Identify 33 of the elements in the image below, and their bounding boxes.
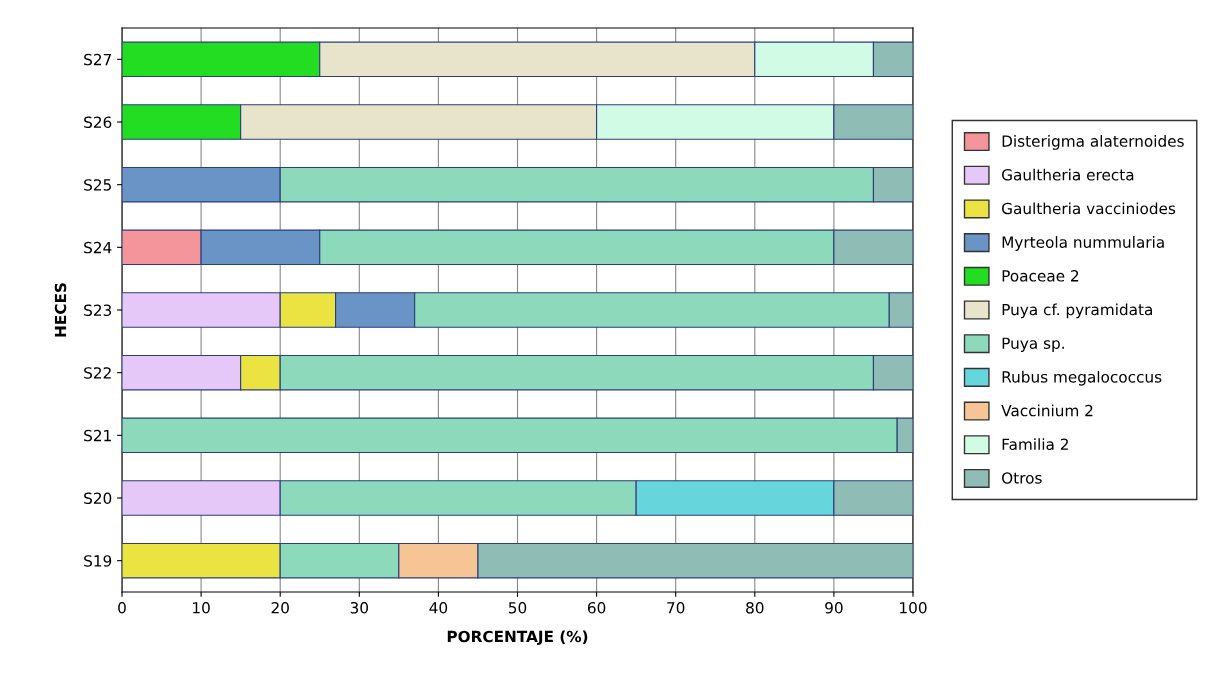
legend-label: Puya cf. pyramidata xyxy=(1002,303,1152,319)
y-tick-label: S26 xyxy=(84,116,112,129)
legend-label: Vaccinium 2 xyxy=(1001,404,1093,417)
x-tick-label: 10 xyxy=(193,601,210,614)
y-tick-label: S22 xyxy=(84,367,111,379)
x-axis-title: PORCENTAJE (%) xyxy=(447,630,588,646)
legend-label: Familia 2 xyxy=(1002,438,1068,451)
x-tick-label: 80 xyxy=(746,601,764,614)
x-tick-label: 70 xyxy=(667,601,685,614)
y-tick-label: S25 xyxy=(84,179,111,191)
x-tick-label: 20 xyxy=(271,601,289,614)
y-tick-label: S27 xyxy=(84,53,111,66)
legend-label: Gaultheria vacciniodes xyxy=(1002,202,1176,215)
legend-label: Gaultheria erecta xyxy=(1002,168,1134,181)
legend-label: Poaceae 2 xyxy=(1002,270,1079,282)
legend-label: Disterigma alaternoides xyxy=(1002,135,1184,150)
x-tick-label: 0 xyxy=(118,601,126,614)
y-tick-label: S20 xyxy=(84,492,112,505)
legend-label: Otros xyxy=(1002,472,1042,484)
y-tick-label: S23 xyxy=(84,304,112,317)
y-axis-title: HECES xyxy=(54,283,67,337)
y-tick-label: S21 xyxy=(84,429,111,442)
legend-label: Myrteola nummularia xyxy=(1002,236,1164,251)
x-tick-label: 60 xyxy=(587,601,606,614)
x-tick-label: 40 xyxy=(429,601,448,614)
y-tick-label: S24 xyxy=(84,241,112,254)
x-tick-label: 30 xyxy=(350,601,369,614)
x-tick-label: 50 xyxy=(508,601,527,614)
x-tick-label: 90 xyxy=(825,601,843,614)
y-tick-label: S19 xyxy=(84,555,112,567)
legend-label: Puya sp. xyxy=(1002,337,1064,352)
legend-label: Rubus megalococcus xyxy=(1002,370,1162,386)
x-tick-label: 100 xyxy=(900,601,927,614)
